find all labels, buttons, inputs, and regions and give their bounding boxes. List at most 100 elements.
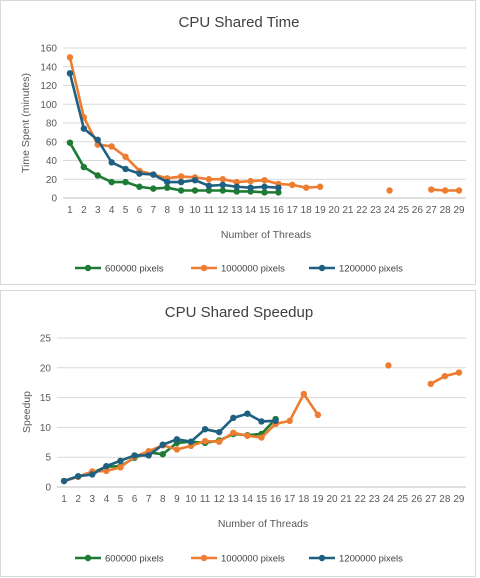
y-tick-label: 20 xyxy=(40,363,52,374)
data-point xyxy=(103,467,110,475)
data-point xyxy=(122,153,129,160)
x-tick-label: 29 xyxy=(453,494,465,505)
x-tick-label: 2 xyxy=(81,205,87,216)
speedup-chart-panel: CPU Shared Speedup 0 5 10 15 20 25 1 2 3 4 5 6 7 8 9 10… xyxy=(0,290,476,577)
x-tick-label: 24 xyxy=(384,205,396,216)
x-tick-label: 18 xyxy=(298,494,310,505)
data-point xyxy=(247,184,254,191)
data-point xyxy=(219,181,227,189)
x-tick-label: 4 xyxy=(104,494,110,505)
data-point xyxy=(201,437,209,445)
x-tick-label: 4 xyxy=(109,205,115,216)
data-point xyxy=(80,125,88,132)
data-point xyxy=(108,159,115,166)
legend-marker xyxy=(200,264,208,272)
y-tick-label: 80 xyxy=(46,119,58,130)
data-point xyxy=(314,411,322,419)
data-point xyxy=(441,372,449,380)
data-point xyxy=(108,178,115,186)
chart-title: CPU Shared Time xyxy=(179,14,300,31)
x-tick-label: 15 xyxy=(256,494,268,505)
data-point xyxy=(215,438,223,445)
x-tick-label: 11 xyxy=(204,205,215,216)
data-point xyxy=(103,462,110,470)
data-point xyxy=(258,434,265,441)
x-tick-label: 16 xyxy=(270,494,282,505)
legend-item: 1000000 pixels xyxy=(191,264,285,275)
data-point xyxy=(219,176,227,183)
x-tick-label: 8 xyxy=(164,205,170,216)
x-tick-label: 21 xyxy=(342,205,354,216)
x-tick-label: 7 xyxy=(146,494,152,505)
data-point xyxy=(164,178,171,186)
y-tick-label: 100 xyxy=(40,100,57,111)
data-point xyxy=(427,380,434,388)
x-tick-label: 5 xyxy=(123,205,129,216)
x-tick-label: 11 xyxy=(200,494,211,505)
data-point xyxy=(289,181,296,189)
x-tick-label: 10 xyxy=(185,494,197,505)
x-tick-label: 22 xyxy=(356,205,368,216)
data-point xyxy=(455,369,463,376)
x-tick-label: 15 xyxy=(259,205,271,216)
data-point xyxy=(145,452,152,459)
data-point xyxy=(247,177,254,185)
x-tick-label: 22 xyxy=(355,494,367,505)
data-point xyxy=(205,176,213,183)
x-tick-label: 26 xyxy=(411,494,423,505)
data-point xyxy=(272,417,279,425)
data-point xyxy=(122,178,129,186)
x-tick-label: 28 xyxy=(439,494,451,505)
data-point xyxy=(177,178,185,186)
data-point xyxy=(261,189,268,196)
series-line xyxy=(63,412,276,483)
x-tick-label: 17 xyxy=(287,205,299,216)
x-axis-title: Number of Threads xyxy=(218,518,308,530)
x-tick-label: 1 xyxy=(67,205,73,216)
x-tick-label: 9 xyxy=(174,494,180,505)
data-point xyxy=(60,477,68,485)
y-tick-label: 10 xyxy=(40,423,52,434)
data-point xyxy=(441,187,449,194)
y-tick-label: 5 xyxy=(45,453,51,464)
x-tick-label: 24 xyxy=(383,494,395,505)
x-tick-label: 25 xyxy=(397,494,409,505)
x-tick-label: 13 xyxy=(231,205,243,216)
legend-item: 1200000 pixels xyxy=(309,264,403,275)
y-tick-label: 0 xyxy=(45,483,51,494)
x-tick-label: 28 xyxy=(440,205,452,216)
data-point xyxy=(117,457,124,464)
data-point xyxy=(150,185,157,192)
x-tick-label: 6 xyxy=(137,205,143,216)
x-tick-label: 19 xyxy=(315,205,327,216)
legend-label: 600000 pixels xyxy=(105,554,164,565)
x-tick-label: 16 xyxy=(273,205,285,216)
data-point xyxy=(191,187,199,194)
legend-item: 600000 pixels xyxy=(75,264,164,275)
y-tick-label: 140 xyxy=(40,62,57,73)
data-point xyxy=(275,189,282,196)
x-tick-label: 5 xyxy=(118,494,124,505)
series-0 xyxy=(66,139,282,196)
data-point xyxy=(117,464,124,471)
data-point xyxy=(66,54,74,61)
x-tick-label: 12 xyxy=(214,494,226,505)
data-point xyxy=(230,414,237,422)
data-point xyxy=(177,173,185,180)
data-point xyxy=(173,436,181,443)
data-point xyxy=(244,432,251,439)
legend-item: 600000 pixels xyxy=(75,554,164,565)
data-point xyxy=(66,70,74,77)
chart-title: CPU Shared Speedup xyxy=(165,304,313,321)
data-point xyxy=(80,163,88,171)
data-point xyxy=(244,410,251,417)
data-point xyxy=(316,183,324,190)
data-point xyxy=(205,182,213,190)
legend-marker xyxy=(318,554,326,562)
x-tick-label: 1 xyxy=(61,494,67,505)
data-point xyxy=(89,471,96,478)
x-tick-label: 18 xyxy=(301,205,313,216)
data-point xyxy=(233,183,240,190)
time-chart-panel: CPU Shared Time 0 20 40 60 80 100 120 140 160 1 2 3… xyxy=(0,0,476,285)
